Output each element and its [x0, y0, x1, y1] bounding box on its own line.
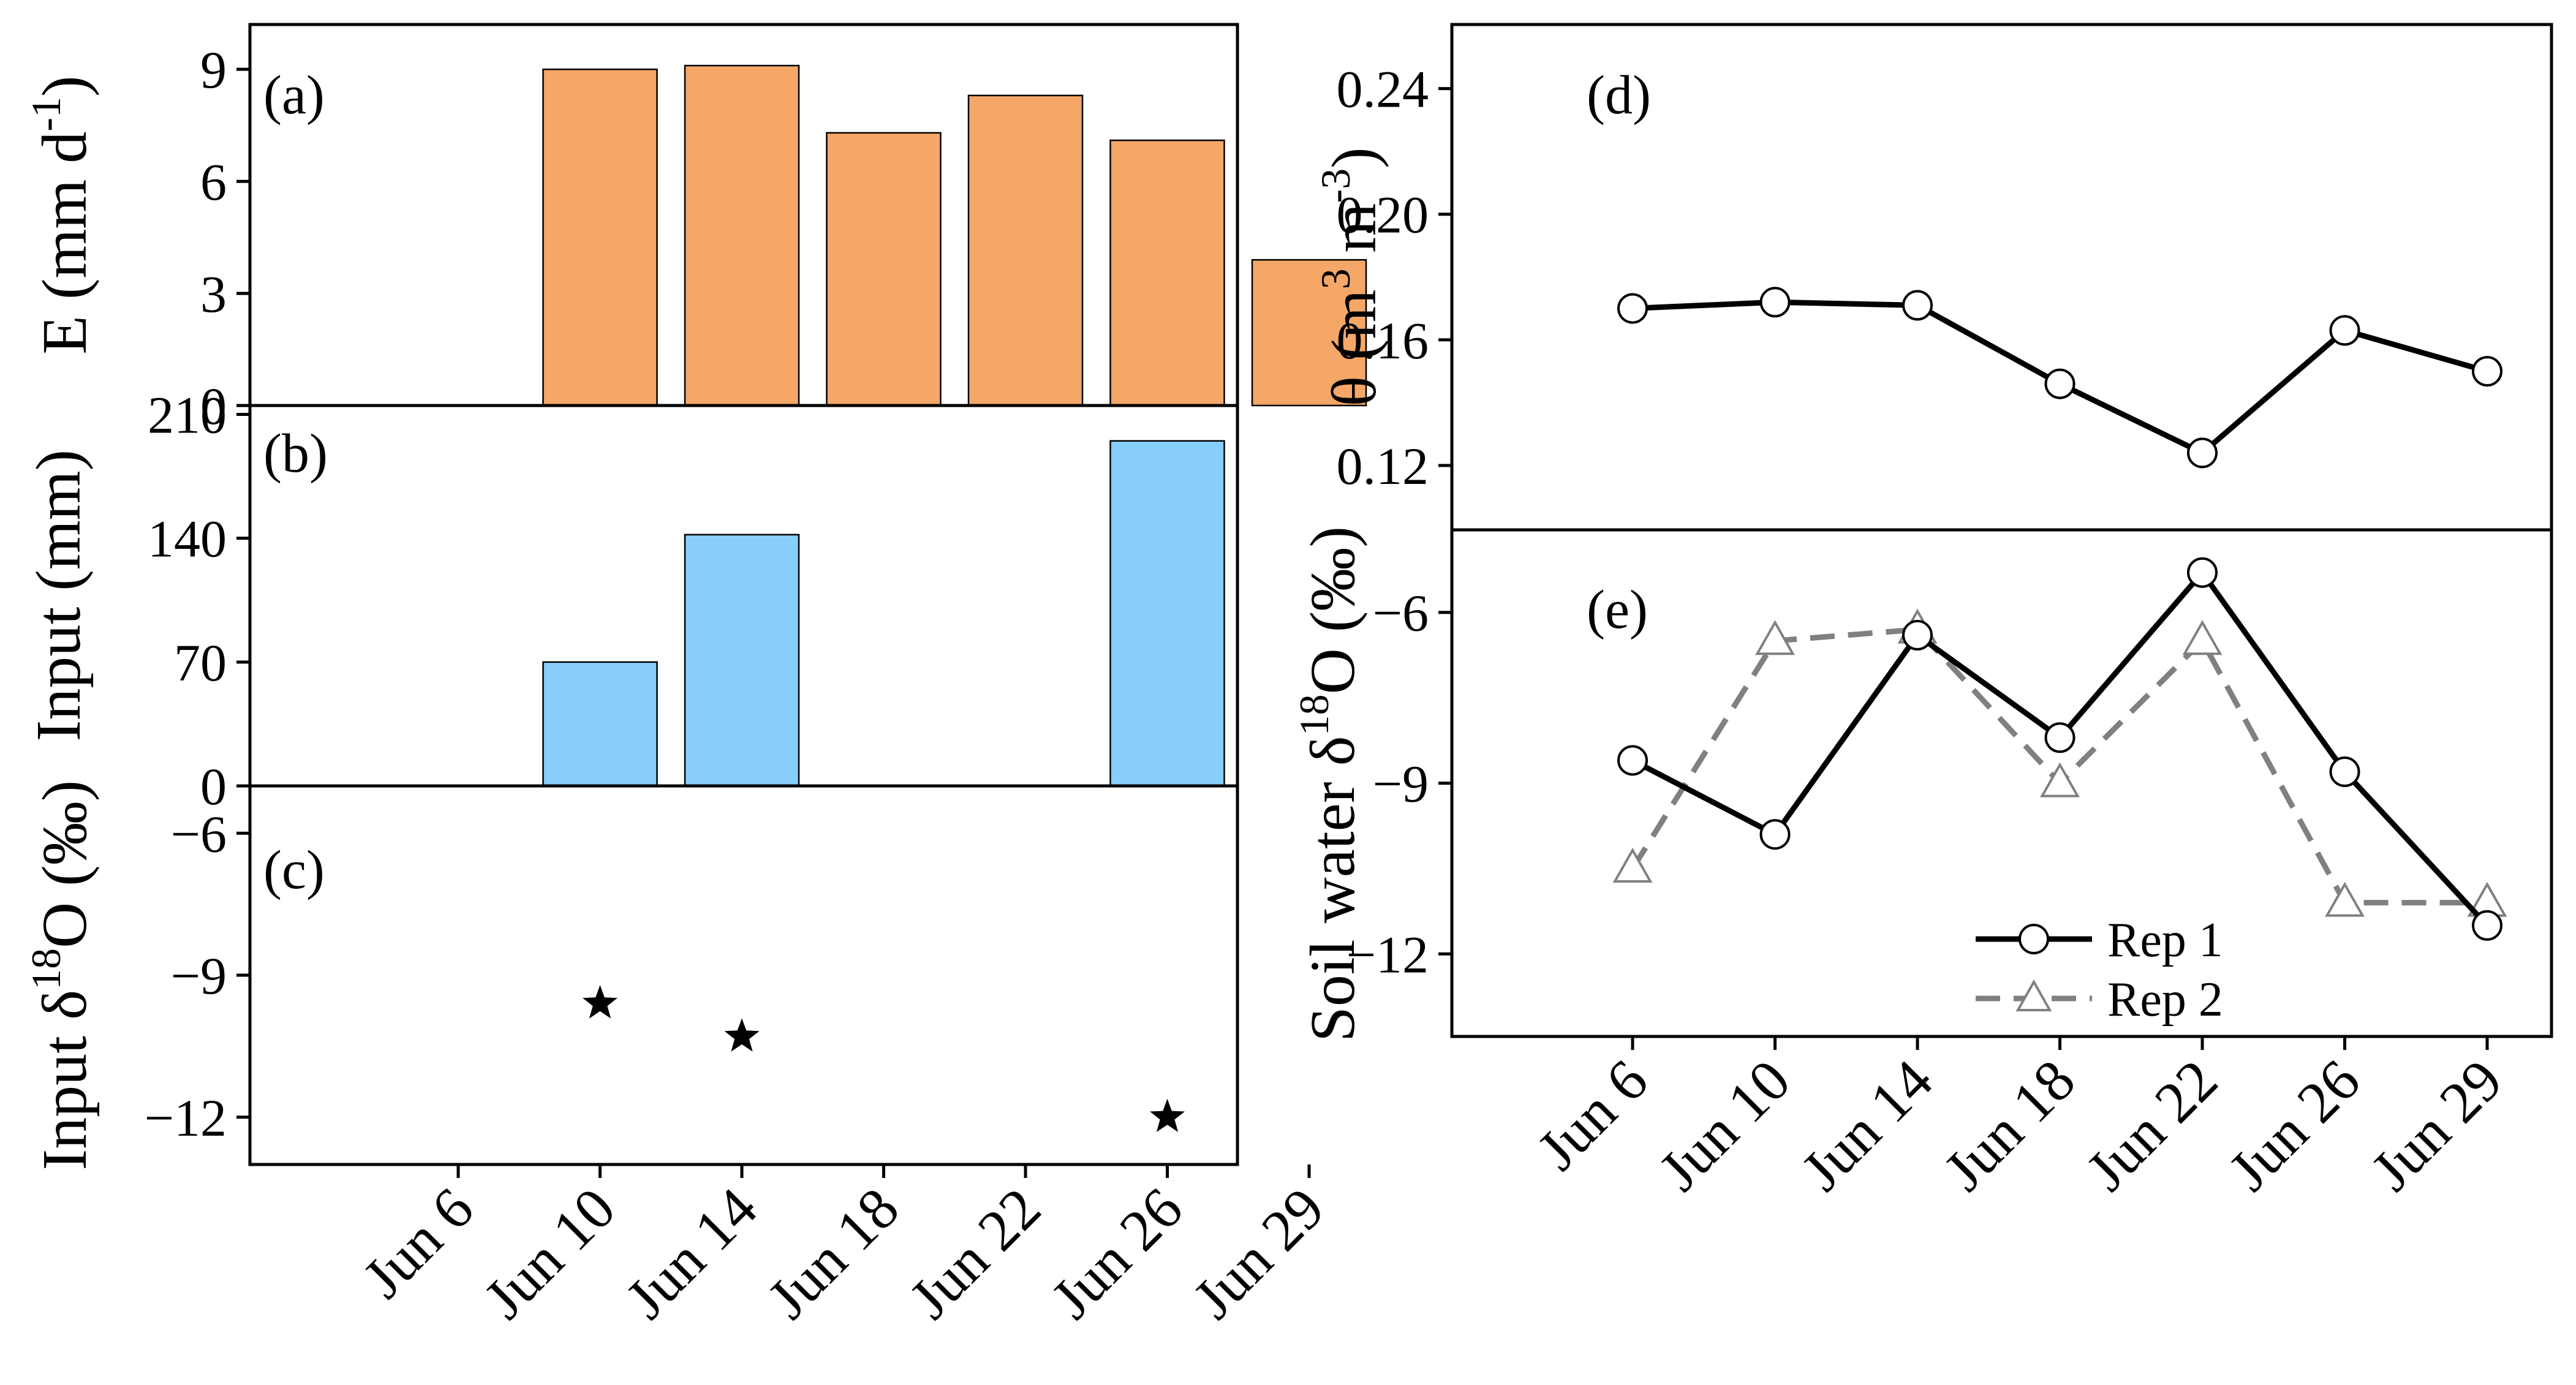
panel-c-ylabel: Input δ18O (‰) — [23, 780, 100, 1171]
circle-marker — [2044, 368, 2076, 399]
circle-marker — [1759, 819, 1791, 850]
panel-a: 0 3 6 9 (a) E (mm d-1) — [23, 23, 1367, 436]
circle-marker — [1759, 287, 1791, 318]
y-tick-label: −6 — [170, 804, 227, 863]
panel-e-legend: Rep 1 Rep 2 — [1976, 913, 2223, 1027]
y-tick-label: 0 — [200, 377, 227, 436]
y-tick-label: −6 — [1372, 584, 1429, 643]
star-point — [1150, 1098, 1185, 1132]
panel-e-series — [1612, 557, 2507, 941]
triangle-marker — [2040, 762, 2080, 798]
triangle-marker — [2182, 620, 2223, 655]
panel-b-label: (b) — [263, 423, 328, 484]
panel-b-bars — [542, 440, 1225, 787]
panel-c-points — [583, 985, 1185, 1132]
panel-a-bars — [542, 64, 1367, 407]
legend-item-rep2: Rep 2 — [1976, 973, 2223, 1027]
circle-marker — [1902, 619, 1933, 651]
legend-rep2-marker — [2015, 979, 2052, 1011]
panel-a-label: (a) — [263, 65, 325, 126]
panel-a-y-axis: 0 3 6 9 — [200, 40, 250, 436]
panel-e-ylabel: Soil water δ18O (‰) — [1291, 526, 1368, 1042]
legend-rep1-label: Rep 1 — [2107, 913, 2223, 967]
y-tick-label: 0.12 — [1337, 437, 1429, 496]
triangle-marker — [1755, 620, 1795, 655]
bar — [1251, 259, 1367, 407]
circle-marker — [2187, 437, 2218, 469]
y-tick-label: 9 — [200, 40, 227, 99]
bar — [967, 94, 1084, 407]
y-tick-label: −12 — [1346, 925, 1429, 984]
panel-c-label: (c) — [263, 840, 325, 900]
bar — [684, 534, 800, 787]
panel-d-series — [1617, 287, 2502, 469]
y-tick-label: 210 — [148, 385, 227, 444]
bar — [1109, 139, 1225, 407]
circle-marker — [1902, 290, 1933, 321]
y-tick-label: −9 — [1372, 755, 1429, 813]
y-tick-label: 0.24 — [1337, 60, 1429, 119]
panel-b-y-axis: 0 70 140 210 — [148, 385, 250, 816]
circle-marker — [1617, 745, 1648, 776]
triangle-marker — [1612, 847, 1653, 883]
circle-marker — [2187, 557, 2218, 588]
bar — [826, 132, 942, 407]
y-tick-label: 0.16 — [1337, 311, 1429, 370]
y-tick-label: −9 — [170, 946, 227, 1005]
legend-item-rep1: Rep 1 — [1976, 913, 2223, 967]
panel-e-y-axis: −6 −9 −12 — [1346, 584, 1452, 984]
y-tick-label: 140 — [148, 510, 227, 568]
bar — [542, 68, 658, 407]
star-point — [724, 1018, 760, 1052]
panel-d-ylabel: θ (m3 m-3) — [1312, 147, 1389, 407]
circle-marker — [1617, 293, 1648, 324]
panel-e-label: (e) — [1587, 579, 1648, 640]
y-tick-label: 6 — [200, 153, 227, 211]
legend-rep2-label: Rep 2 — [2107, 973, 2223, 1027]
star-point — [583, 985, 618, 1019]
circle-marker — [2329, 756, 2360, 787]
panel-e: −6 −9 −12 (e) Soil water δ18O (‰) Rep 1 Re… — [1291, 526, 2553, 1042]
circle-marker — [2329, 315, 2360, 346]
bar — [1109, 440, 1225, 787]
panel-d-label: (d) — [1587, 65, 1651, 126]
panel-b: 0 70 140 210 (b) Input (mm) — [23, 385, 1239, 816]
triangle-marker — [2325, 881, 2365, 917]
y-tick-label: 3 — [200, 265, 227, 323]
legend-rep1-marker — [2019, 924, 2049, 954]
panel-d: 0.12 0.16 0.20 0.24 (d) θ (m3 m-3) — [1312, 23, 2553, 532]
y-tick-label: 0.20 — [1337, 186, 1429, 244]
panel-c-y-axis: −6 −9 −12 — [144, 804, 250, 1147]
panel-d-y-axis: 0.12 0.16 0.20 0.24 — [1337, 60, 1452, 496]
bar — [542, 661, 658, 787]
y-tick-label: 0 — [200, 757, 227, 816]
panel-b-ylabel: Input (mm) — [23, 450, 94, 742]
panel-a-ylabel: E (mm d-1) — [23, 75, 100, 354]
y-tick-label: −12 — [144, 1089, 227, 1147]
panel-c: −6 −9 −12 (c) Input δ18O (‰) — [23, 780, 1239, 1171]
bar — [684, 64, 800, 407]
circle-marker — [2044, 722, 2076, 753]
circle-marker — [2472, 910, 2502, 941]
y-tick-label: 70 — [174, 633, 227, 692]
circle-marker — [2472, 356, 2502, 387]
